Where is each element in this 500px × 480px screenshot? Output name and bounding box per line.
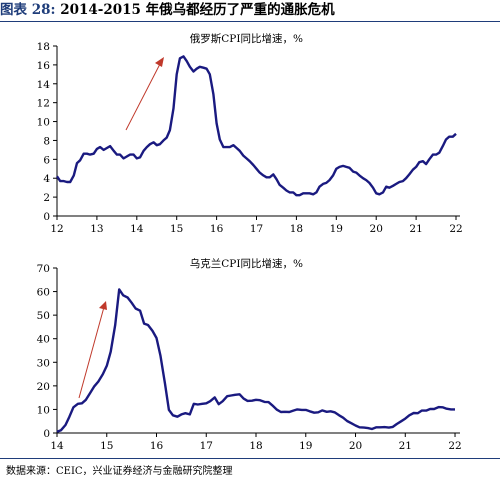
figure-title: 图表 28: 2014-2015 年俄乌都经历了严重的通胀危机 xyxy=(0,0,500,22)
ukraine-x-tick-label: 16 xyxy=(150,440,164,452)
russia-y-tick-label: 4 xyxy=(43,173,50,185)
ukraine-y-tick-label: 40 xyxy=(37,334,50,346)
figure-label: 图表 28: xyxy=(0,2,56,18)
russia-x-tick-label: 17 xyxy=(250,223,263,235)
ukraine-x-tick-label: 19 xyxy=(299,440,312,452)
russia-x-tick-label: 12 xyxy=(50,223,63,235)
russia-arrow-shaft xyxy=(125,61,162,131)
russia-x-tick-label: 22 xyxy=(449,223,462,235)
russia-y-tick-label: 0 xyxy=(43,211,50,223)
russia-y-tick-label: 6 xyxy=(43,154,50,166)
russia-arrow-head xyxy=(155,57,164,67)
chart-title-ukraine: 乌克兰CPI同比增速，% xyxy=(190,257,303,270)
ukraine-y-tick-label: 30 xyxy=(37,357,50,369)
figure-title-text: 2014-2015 年俄乌都经历了严重的通胀危机 xyxy=(60,2,335,18)
russia-trend-arrow xyxy=(125,57,164,131)
russia-y-tick-label: 16 xyxy=(37,60,51,72)
russia-x-tick-label: 19 xyxy=(330,223,343,235)
ukraine-arrow-shaft xyxy=(78,306,105,399)
title-rule xyxy=(0,21,500,22)
ukraine-cpi-line xyxy=(56,288,455,433)
russia-y-tick-label: 14 xyxy=(37,79,51,91)
ukraine-y-tick-label: 0 xyxy=(43,428,50,440)
russia-y-tick-label: 12 xyxy=(37,98,50,110)
russia-axes: 0 2 4 6 8 10 12 14 16 18 12 13 14 15 16 17 18 19 20 21 22 xyxy=(37,41,463,235)
russia-x-tick-label: 20 xyxy=(370,223,383,235)
ukraine-cpi-chart: 乌克兰CPI同比增速，% 0 10 20 30 40 50 60 70 14 15 16 17 18 19… xyxy=(37,257,462,452)
ukraine-y-tick-label: 70 xyxy=(37,263,50,275)
ukraine-axes: 0 10 20 30 40 50 60 70 14 15 16 17 18 19 20 21 22 xyxy=(37,263,462,452)
russia-cpi-line xyxy=(56,55,457,197)
russia-cpi-chart: 俄罗斯CPI同比增速，% 0 2 4 6 8 10 12 14 16 18 12 13 14 15 16 17… xyxy=(37,32,463,235)
ukraine-x-tick-label: 21 xyxy=(399,440,412,452)
ukraine-y-tick-label: 10 xyxy=(37,404,50,416)
ukraine-y-tick-label: 20 xyxy=(37,381,50,393)
russia-x-tick-label: 18 xyxy=(290,223,303,235)
source-note: 数据来源：CEIC，兴业证券经济与金融研究院整理 xyxy=(6,466,233,477)
russia-y-tick-label: 18 xyxy=(37,41,50,53)
russia-y-tick-label: 10 xyxy=(37,117,50,129)
russia-y-tick-label: 8 xyxy=(43,135,50,147)
ukraine-x-tick-label: 20 xyxy=(349,440,362,452)
ukraine-y-tick-label: 50 xyxy=(37,310,50,322)
ukraine-x-tick-label: 14 xyxy=(50,440,64,452)
source-rule xyxy=(0,458,500,459)
russia-x-tick-label: 21 xyxy=(409,223,422,235)
russia-x-tick-label: 13 xyxy=(90,223,103,235)
ukraine-x-tick-label: 18 xyxy=(249,440,262,452)
russia-x-tick-label: 14 xyxy=(130,223,144,235)
ukraine-trend-arrow xyxy=(78,301,107,399)
chart-title-russia: 俄罗斯CPI同比增速，% xyxy=(190,32,303,45)
russia-x-tick-label: 16 xyxy=(210,223,224,235)
ukraine-x-tick-label: 17 xyxy=(200,440,213,452)
ukraine-x-tick-label: 15 xyxy=(100,440,113,452)
ukraine-arrow-head xyxy=(99,301,107,310)
russia-y-tick-label: 2 xyxy=(43,192,50,204)
ukraine-y-tick-label: 60 xyxy=(37,287,50,299)
russia-x-tick-label: 15 xyxy=(170,223,183,235)
ukraine-x-tick-label: 22 xyxy=(448,440,461,452)
